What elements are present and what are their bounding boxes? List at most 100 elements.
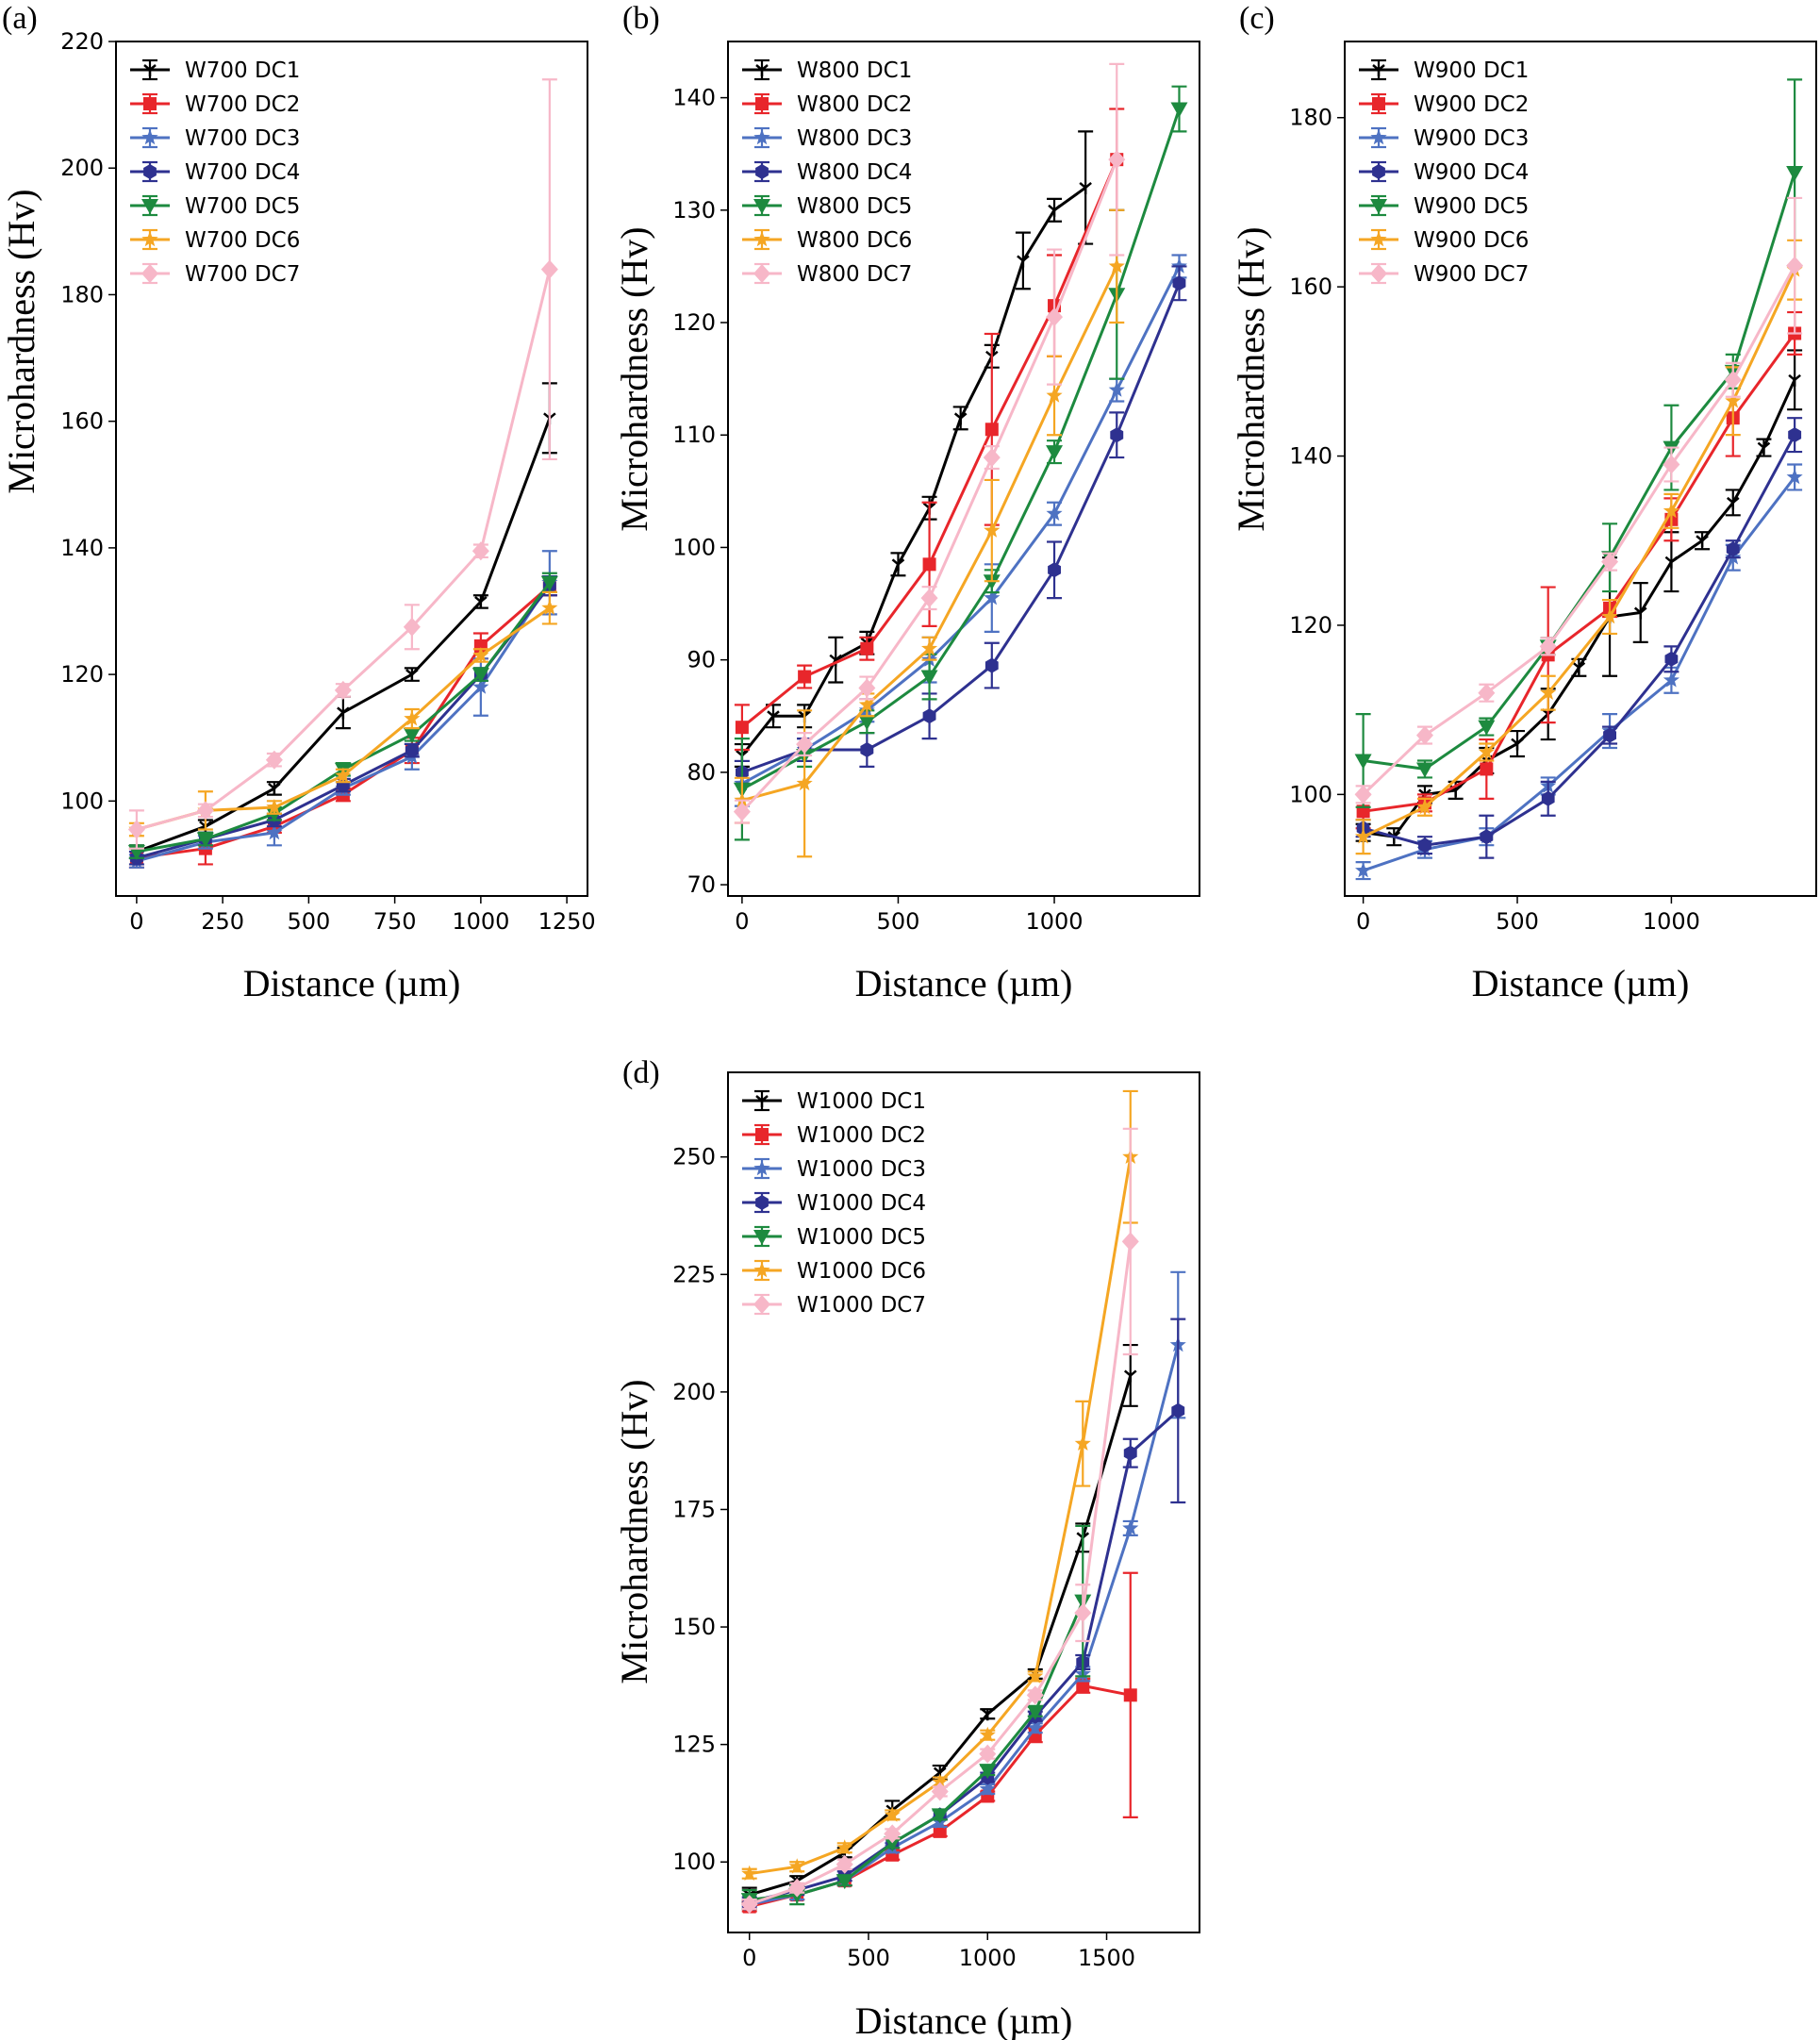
legend-marker	[753, 1160, 770, 1176]
legend-item: W900 DC1	[1359, 58, 1529, 83]
panel-c-dc4-point	[1480, 829, 1494, 845]
panel-letter-d: (d)	[622, 1055, 660, 1090]
panel-b-dc5-point	[1046, 445, 1064, 461]
legend-marker	[755, 1095, 769, 1107]
panel-d-y-label: Microhardness (Hv)	[613, 1379, 655, 1683]
legend-label: W700 DC5	[185, 194, 300, 219]
panel-c-dc7-line	[1362, 264, 1796, 796]
legend-label: W800 DC7	[797, 262, 912, 287]
panel-b-dc7-point	[858, 678, 876, 698]
panel-b-x-label: Distance (µm)	[855, 962, 1073, 1004]
panel-b-dc3-point	[1046, 505, 1063, 521]
panel-b-dc6-point	[1046, 387, 1063, 403]
panel-d-y-tick-label: 225	[672, 1261, 716, 1287]
panel-d-dc2-point	[933, 1824, 947, 1838]
panel-c-x-label: Distance (µm)	[1472, 962, 1690, 1004]
legend-marker	[753, 1230, 770, 1245]
panel-b-dc1-point	[891, 558, 905, 572]
panel-c-dc3-point	[1786, 469, 1803, 485]
panel-d-x-tick-label: 500	[847, 1945, 890, 1971]
legend-item: W700 DC7	[130, 262, 300, 287]
panel-c-dc3-line	[1363, 476, 1796, 872]
panel-a-x-tick-label: 250	[201, 908, 244, 935]
panel-b-dc2-point	[798, 670, 812, 684]
panel-a-dc6-point	[404, 710, 421, 726]
panel-d-x-tick-label: 1000	[959, 1945, 1017, 1971]
panel-c-y-tick-label: 180	[1289, 105, 1332, 131]
panel-b-y-tick-label: 120	[672, 309, 716, 336]
panel-c-dc4-point	[1726, 541, 1740, 557]
panel-d-y-tick-label: 250	[672, 1144, 716, 1170]
panel-c-dc6-point	[1416, 798, 1433, 815]
panel-a-dc5-point	[196, 832, 214, 848]
panel-a-frame	[115, 41, 588, 897]
panel-b-dc4-point	[1048, 562, 1061, 578]
panel-a-dc7-point	[334, 680, 352, 700]
legend-label: W1000 DC7	[797, 1293, 926, 1318]
panel-d-dc5-line	[749, 1600, 1084, 1901]
legend-marker	[143, 164, 157, 179]
panel-c-dc5-point	[1786, 166, 1804, 182]
panel-b-dc1-point	[1079, 182, 1092, 194]
panel-a-dc7-point	[196, 801, 214, 821]
panel-b-y-tick-label: 100	[672, 534, 716, 560]
panel-a-y-tick-label: 120	[60, 661, 104, 688]
panel-d-x-tick-label: 0	[742, 1945, 756, 1971]
panel-d-dc5-point	[836, 1874, 853, 1890]
panel-d-dc6-point	[1074, 1435, 1091, 1451]
panel-d-dc7-point	[1121, 1232, 1139, 1252]
panel-d-dc3-point	[1122, 1519, 1139, 1535]
legend-item: W700 DC2	[130, 92, 300, 117]
panel-a-dc7-point	[265, 750, 283, 770]
legend-label: W900 DC6	[1414, 228, 1529, 253]
panel-d: (d) Microhardness (Hv) Distance (µm) 0 50…	[613, 1055, 1200, 2040]
panel-d-dc5-point	[1026, 1704, 1044, 1720]
legend-marker	[755, 1128, 769, 1141]
panel-c-dc7-point	[1786, 256, 1804, 275]
panel-c-dc7-point	[1478, 683, 1496, 703]
panel-c-dc4-line	[1363, 434, 1796, 847]
panel-c-dc5-point	[1415, 762, 1433, 778]
legend-marker	[753, 1295, 770, 1314]
panel-b-dc6-point	[796, 774, 813, 791]
legend-label: W1000 DC1	[797, 1089, 926, 1114]
legend-label: W1000 DC2	[797, 1123, 926, 1148]
panel-letter-b: (b)	[622, 1, 660, 36]
legend-marker	[141, 231, 158, 247]
panel-c-y-tick-label: 120	[1289, 612, 1332, 639]
panel-b-frame	[727, 41, 1200, 897]
panel-a-y-tick-label: 140	[60, 535, 104, 561]
legend-item: W900 DC5	[1359, 194, 1529, 219]
legend-marker	[753, 129, 770, 145]
panel-c-series-dc7	[1354, 196, 1804, 804]
panel-d-series-dc7	[740, 1127, 1139, 1915]
panel-a-dc1-point	[474, 595, 488, 608]
panel-a-dc6-point	[472, 647, 489, 663]
panel-c-dc4-point	[1603, 727, 1616, 743]
panel-a-dc7-point	[403, 617, 421, 637]
panel-b-y-label: Microhardness (Hv)	[613, 226, 655, 531]
panel-b-legend: W800 DC1 W800 DC2 W800 DC3 W800 DC4 W800 DC5…	[742, 58, 912, 287]
legend-label: W1000 DC6	[797, 1259, 926, 1284]
legend-item: W800 DC6	[742, 228, 912, 253]
panel-c-dc1-point	[1664, 556, 1679, 569]
panel-a-plot-area: 0 250 500 750 1000 1250 100 120 140 160 180 200 220 W…	[60, 28, 595, 935]
panel-c-x-tick-label: 0	[1356, 908, 1370, 935]
panel-c-dc3-point	[1663, 672, 1679, 688]
panel-d-dc7-point	[1074, 1603, 1092, 1623]
panel-c-dc6-line	[1362, 269, 1796, 838]
panel-d-dc6-point	[979, 1726, 996, 1742]
panel-b-dc7-point	[1046, 307, 1064, 327]
panel-b-dc1-point	[1017, 255, 1030, 268]
panel-c-x-tick-label: 1000	[1643, 908, 1700, 935]
panel-b: (b) Microhardness (Hv) Distance (µm) 0 50…	[613, 1, 1200, 1004]
panel-c-y-label: Microhardness (Hv)	[1230, 226, 1272, 531]
panel-a: (a) Microhardness (Hv) Distance (µm) 0 25…	[0, 1, 596, 1004]
legend-item: W700 DC6	[130, 228, 300, 253]
panel-b-x-tick-label: 500	[877, 908, 920, 935]
panel-c-dc4-point	[1664, 651, 1679, 667]
panel-c-dc6-point	[1663, 502, 1679, 519]
panel-d-frame	[727, 1071, 1200, 1933]
panel-b-dc2-point	[922, 557, 936, 572]
